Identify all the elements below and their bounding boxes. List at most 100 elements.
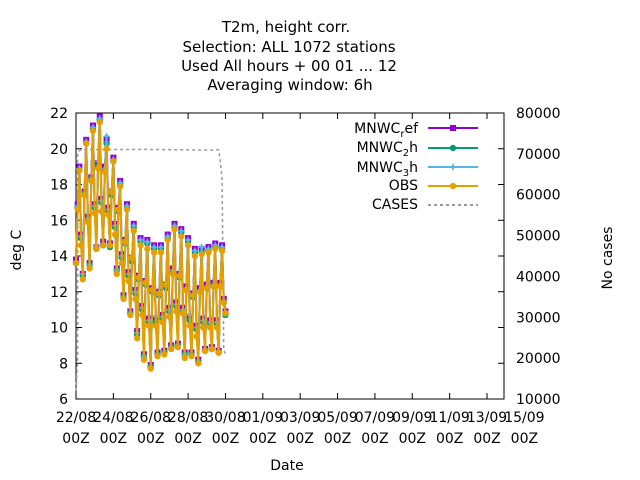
y2-tick-label: 80000 <box>516 106 561 122</box>
data-point <box>174 343 182 351</box>
data-point <box>176 272 183 279</box>
data-point <box>128 254 136 261</box>
data-point <box>189 292 197 299</box>
y-tick-label: 18 <box>50 178 68 194</box>
data-point <box>116 178 125 187</box>
title-line-2: Selection: ALL 1072 stations <box>182 38 395 56</box>
data-point <box>137 242 144 249</box>
data-point <box>164 236 171 244</box>
data-point <box>79 276 86 283</box>
y2-tick-label: 50000 <box>516 229 561 245</box>
series-obs <box>72 118 229 372</box>
y2-tick-label: 60000 <box>516 188 561 204</box>
x-tick-label-hour: 00Z <box>399 431 426 447</box>
data-point <box>159 318 166 326</box>
data-point <box>162 281 170 288</box>
data-point <box>82 140 90 147</box>
data-point <box>102 132 111 141</box>
data-point <box>149 286 156 294</box>
y-tick-label: 22 <box>50 106 68 122</box>
data-point <box>184 235 193 244</box>
x-tick-label-date: 15/09 <box>504 410 544 426</box>
data-point <box>122 238 129 245</box>
legend-label-obs: OBS <box>389 178 418 194</box>
x-tick-label-date: 13/09 <box>467 410 507 426</box>
data-point <box>170 221 179 230</box>
x-tick-label-date: 26/08 <box>131 410 171 426</box>
data-point <box>166 313 173 320</box>
data-point <box>76 167 83 174</box>
y-axis-label: deg C <box>9 229 25 270</box>
title-line-3: Used All hours + 00 01 ... 12 <box>181 57 397 75</box>
data-point <box>222 310 229 317</box>
x-tick-label-date: 05/09 <box>317 410 357 426</box>
data-point <box>193 333 200 340</box>
y-tick-label: 6 <box>59 392 68 408</box>
data-point <box>161 351 168 358</box>
series-layer <box>72 113 230 391</box>
data-point <box>101 168 109 176</box>
data-point <box>144 245 151 253</box>
x-tick-label-hour: 00Z <box>436 431 463 447</box>
legend-marker-mnwc-3h <box>449 163 457 171</box>
data-point <box>210 283 217 290</box>
x-tick-label-hour: 00Z <box>174 431 201 447</box>
title-line-4: Averaging window: 6h <box>207 76 372 94</box>
data-point <box>200 324 207 331</box>
data-point <box>191 252 199 260</box>
x-tick-label-date: 28/08 <box>168 410 208 426</box>
data-point <box>212 245 219 253</box>
x-tick-label-date: 22/08 <box>56 410 96 426</box>
y-tick-label: 14 <box>50 249 68 265</box>
data-point <box>93 245 100 253</box>
data-point <box>150 249 158 256</box>
y2-tick-label: 10000 <box>516 392 561 408</box>
data-point <box>120 295 127 303</box>
legend: MNWCref MNWC2h MNWC3h OBS CASES <box>354 121 478 213</box>
data-point <box>205 249 212 256</box>
y-axis-ticks: 6 8 10 12 14 16 18 20 22 <box>50 106 504 408</box>
data-point <box>111 231 119 238</box>
data-point <box>203 284 210 292</box>
x-tick-label-hour: 00Z <box>286 431 313 447</box>
data-point <box>118 259 126 267</box>
data-point <box>136 235 145 244</box>
data-point <box>105 211 112 219</box>
chart-title: T2m, height corr. Selection: ALL 1072 st… <box>181 18 397 94</box>
legend-label-mnwc-3h: MNWC3h <box>357 160 418 179</box>
data-point <box>122 201 131 210</box>
x-tick-label-date: 11/09 <box>429 410 469 426</box>
data-point <box>88 123 97 132</box>
x-tick-label-date: 09/09 <box>392 410 432 426</box>
data-point <box>74 206 81 213</box>
data-point <box>156 243 165 252</box>
data-point <box>154 352 161 360</box>
data-point <box>140 356 148 363</box>
legend-label-mnwc-ref: MNWCref <box>354 121 419 140</box>
x-tick-label-hour: 00Z <box>249 431 276 447</box>
data-point <box>196 288 204 295</box>
x-tick-label-hour: 00Z <box>137 431 164 447</box>
data-point <box>84 218 92 226</box>
data-point <box>106 242 114 249</box>
data-point <box>88 177 95 185</box>
data-point <box>130 227 137 235</box>
x-tick-label-date: 01/09 <box>243 410 283 426</box>
data-point <box>163 232 172 241</box>
data-point <box>99 242 107 249</box>
data-point <box>113 270 120 278</box>
data-point <box>91 209 98 217</box>
x-tick-label-hour: 00Z <box>324 431 351 447</box>
x-tick-label-hour: 00Z <box>100 431 127 447</box>
data-point <box>143 237 152 246</box>
y2-tick-label: 40000 <box>516 269 561 285</box>
data-point <box>98 208 105 215</box>
data-point <box>145 322 153 329</box>
y-tick-label: 16 <box>50 213 68 229</box>
y2-axis-ticks: 10000 20000 30000 40000 50000 60000 70000 80000 <box>516 106 561 408</box>
data-point <box>110 158 117 165</box>
data-point <box>123 206 131 213</box>
x-axis-label: Date <box>270 458 303 474</box>
data-point <box>103 145 110 152</box>
data-point <box>152 322 160 329</box>
